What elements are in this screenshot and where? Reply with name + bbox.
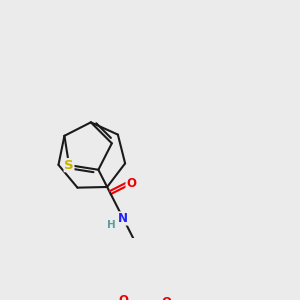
Text: S: S [64,159,74,172]
Text: O: O [126,177,136,190]
Text: H: H [107,220,116,230]
Text: O: O [161,296,171,300]
Text: O: O [118,294,128,300]
Text: N: N [118,212,128,225]
